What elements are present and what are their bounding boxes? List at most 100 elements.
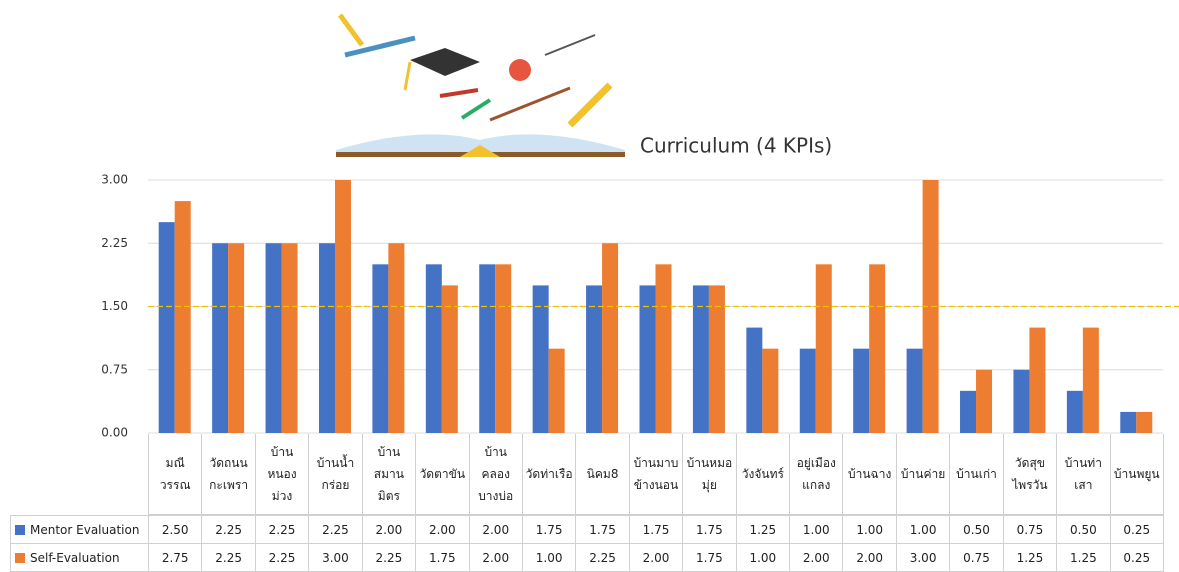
table-value: 2.25 <box>254 543 310 572</box>
table-value: 1.75 <box>521 515 577 544</box>
bar <box>425 264 442 433</box>
table-value: 2.00 <box>415 515 470 544</box>
table-value: 1.25 <box>1056 543 1111 572</box>
table-value: 2.00 <box>842 543 897 572</box>
bar <box>869 264 886 433</box>
category-label: มณีวรรณ <box>148 434 203 515</box>
table-value: 0.25 <box>1109 515 1164 544</box>
bar <box>586 285 603 433</box>
bar <box>1136 411 1153 433</box>
bar <box>922 180 939 433</box>
table-value: 2.00 <box>468 515 523 544</box>
category-label: บ้านพยูน <box>1109 434 1164 515</box>
table-value: 2.25 <box>361 543 417 572</box>
category-label: บ้านค่าย <box>895 434 951 515</box>
bar <box>265 243 282 433</box>
category-label: วัดตาขัน <box>415 434 470 515</box>
category-label: บ้านน้ำกร่อย <box>308 434 363 515</box>
bar <box>853 348 870 433</box>
bar <box>479 264 496 433</box>
table-value: 0.25 <box>1109 543 1164 572</box>
table-value: 2.00 <box>468 543 523 572</box>
bar <box>655 264 672 433</box>
bar <box>639 285 656 433</box>
table-value: 2.25 <box>201 543 256 572</box>
table-value: 2.25 <box>254 515 310 544</box>
table-value: 2.75 <box>148 543 203 572</box>
legend-label: Self-Evaluation <box>30 550 120 565</box>
bar <box>906 348 923 433</box>
bar <box>960 390 977 433</box>
table-value: 0.75 <box>1002 515 1058 544</box>
bookmark <box>460 145 500 157</box>
bar <box>799 348 816 433</box>
table-value: 2.00 <box>789 543 844 572</box>
table-value: 1.00 <box>895 515 951 544</box>
chart-title: Curriculum (4 KPIs) <box>640 134 832 158</box>
table-value: 1.00 <box>521 543 577 572</box>
bar <box>495 264 512 433</box>
table-value: 0.75 <box>949 543 1004 572</box>
legend-label: Mentor Evaluation <box>30 522 140 537</box>
cap <box>410 48 480 76</box>
category-label: นิคม8 <box>575 434 630 515</box>
category-label: วัดท่าเรือ <box>521 434 577 515</box>
category-label: บ้านสมานมิตร <box>361 434 417 515</box>
bar <box>1066 390 1083 433</box>
bar <box>602 243 619 433</box>
table-value: 2.25 <box>575 543 630 572</box>
table-value: 2.25 <box>308 515 363 544</box>
category-label: บ้านคลองบางบ่อ <box>468 434 523 515</box>
table-value: 1.75 <box>628 515 684 544</box>
legend-entry: Mentor Evaluation <box>10 515 149 544</box>
table-value: 3.00 <box>308 543 363 572</box>
y-tick-label: 0.75 <box>101 362 128 376</box>
table-value: 1.25 <box>1002 543 1058 572</box>
category-label: วัดสุขไพรวัน <box>1002 434 1058 515</box>
brush <box>489 86 571 122</box>
bar <box>1029 327 1046 433</box>
category-label: บ้านมาบข้างนอน <box>628 434 684 515</box>
table-value: 1.00 <box>789 515 844 544</box>
table-value: 2.00 <box>361 515 417 544</box>
category-label: วัดถนนกะเพรา <box>201 434 256 515</box>
legend-swatch <box>15 524 25 535</box>
bar <box>318 243 335 433</box>
category-label: บ้านเก่า <box>949 434 1004 515</box>
table-value: 3.00 <box>895 543 951 572</box>
bar <box>174 201 191 433</box>
y-tick-label: 1.50 <box>101 299 128 313</box>
table-value: 1.75 <box>415 543 470 572</box>
table-value: 1.00 <box>842 515 897 544</box>
bar <box>372 264 389 433</box>
table-value: 1.75 <box>575 515 630 544</box>
apple <box>509 59 531 81</box>
category-label: บ้านหมอมุ่ย <box>682 434 737 515</box>
compass <box>544 34 596 56</box>
bar <box>388 243 405 433</box>
bar <box>815 264 832 433</box>
bar <box>158 222 175 433</box>
crayon <box>337 13 365 47</box>
table-value: 1.75 <box>682 543 737 572</box>
pencil <box>567 82 613 128</box>
table-value: 1.00 <box>735 543 791 572</box>
bar <box>746 327 763 433</box>
y-tick-label: 0.00 <box>101 426 128 440</box>
pencil <box>344 35 416 58</box>
bar <box>1013 369 1030 433</box>
table-value: 2.50 <box>148 515 203 544</box>
bar <box>708 285 725 433</box>
table-value: 1.75 <box>682 515 737 544</box>
category-label: บ้านหนองม่วง <box>254 434 310 515</box>
bar <box>692 285 709 433</box>
category-label: บ้านท่าเสา <box>1056 434 1111 515</box>
table-value: 1.25 <box>735 515 791 544</box>
bar <box>548 348 565 433</box>
bar <box>1082 327 1099 433</box>
bar <box>212 243 229 433</box>
tassel <box>403 61 412 91</box>
bar <box>441 285 458 433</box>
